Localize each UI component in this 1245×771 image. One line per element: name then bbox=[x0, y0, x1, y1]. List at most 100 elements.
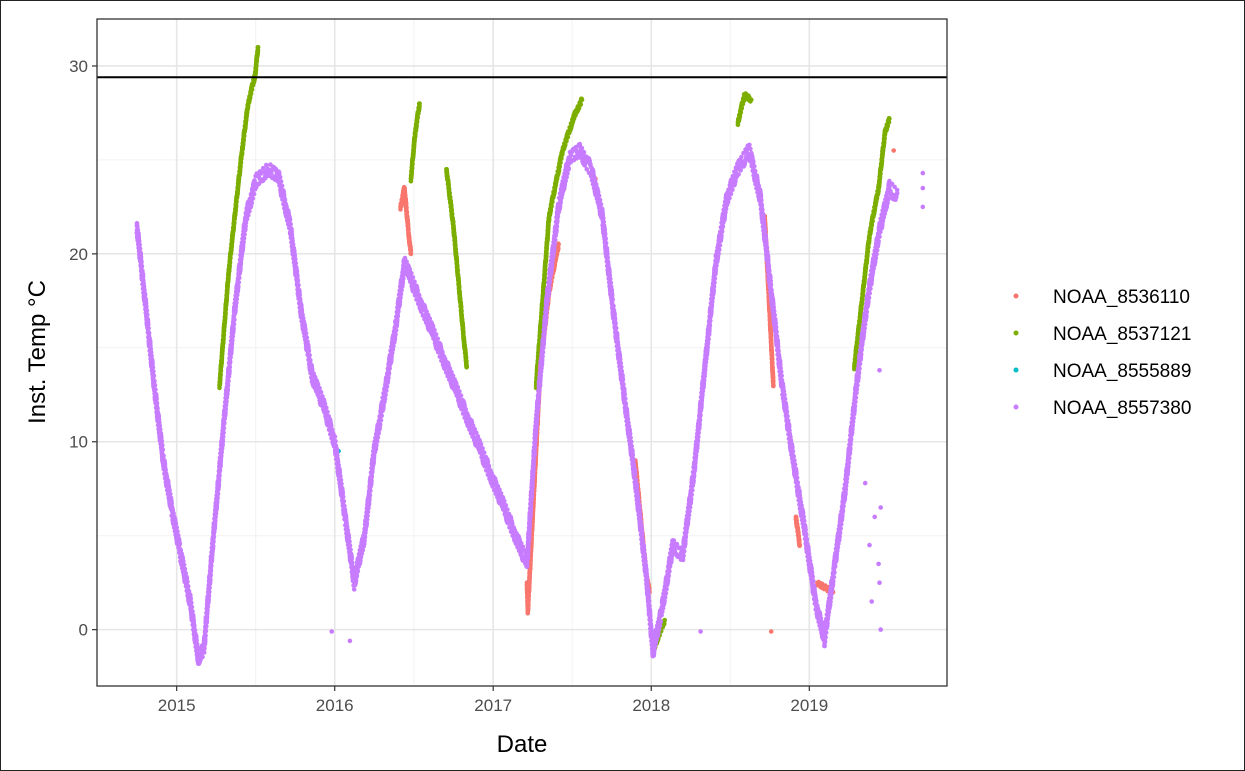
data-point bbox=[279, 183, 285, 189]
data-point bbox=[208, 568, 214, 573]
data-point bbox=[232, 317, 237, 323]
data-point bbox=[227, 360, 233, 365]
data-point bbox=[240, 142, 246, 147]
data-point bbox=[154, 401, 160, 406]
data-point bbox=[293, 256, 298, 262]
data-point bbox=[882, 135, 887, 141]
data-point bbox=[226, 378, 231, 384]
series-NOAA_8537121 bbox=[217, 44, 892, 650]
data-point bbox=[233, 203, 239, 209]
data-point bbox=[406, 226, 411, 231]
data-point bbox=[236, 284, 241, 290]
data-point bbox=[238, 160, 244, 165]
data-point bbox=[189, 600, 194, 605]
data-point bbox=[155, 405, 160, 411]
data-point bbox=[277, 174, 283, 180]
data-point bbox=[769, 356, 775, 362]
data-point bbox=[250, 196, 256, 201]
data-point bbox=[410, 161, 415, 167]
data-point bbox=[211, 539, 216, 544]
data-point bbox=[322, 401, 328, 407]
data-point bbox=[770, 361, 775, 366]
data-point bbox=[151, 369, 156, 374]
data-point bbox=[333, 438, 338, 444]
data-point bbox=[464, 359, 469, 364]
data-point bbox=[308, 357, 313, 363]
data-point bbox=[217, 377, 223, 382]
data-point bbox=[222, 421, 227, 426]
data-point bbox=[249, 87, 255, 92]
data-point bbox=[231, 326, 236, 331]
data-point bbox=[241, 235, 247, 241]
data-point bbox=[287, 217, 293, 222]
data-point bbox=[770, 365, 775, 370]
data-point bbox=[207, 589, 212, 595]
data-point bbox=[797, 537, 802, 543]
data-point bbox=[209, 563, 214, 569]
data-point bbox=[234, 199, 239, 205]
data-point bbox=[408, 251, 414, 257]
data-point bbox=[203, 633, 208, 638]
data-point bbox=[865, 253, 870, 258]
data-point bbox=[145, 312, 150, 318]
data-point bbox=[249, 200, 255, 206]
data-point bbox=[340, 490, 346, 495]
data-point bbox=[459, 308, 464, 314]
data-point bbox=[182, 566, 188, 572]
data-point bbox=[136, 238, 142, 244]
data-point bbox=[238, 164, 243, 169]
data-point bbox=[304, 335, 310, 340]
data-point bbox=[227, 264, 232, 270]
data-point bbox=[409, 166, 415, 171]
data-point bbox=[455, 263, 460, 269]
data-point bbox=[143, 300, 149, 305]
data-point bbox=[241, 133, 247, 139]
data-point bbox=[347, 543, 353, 548]
data-point bbox=[542, 271, 548, 277]
data-point bbox=[414, 119, 420, 125]
data-point bbox=[278, 179, 284, 184]
data-point bbox=[201, 650, 207, 655]
data-point bbox=[293, 260, 299, 266]
data-point bbox=[464, 364, 470, 369]
data-point bbox=[152, 383, 158, 388]
data-point bbox=[865, 249, 871, 254]
data-point bbox=[579, 97, 585, 103]
data-point bbox=[770, 378, 776, 383]
data-point bbox=[339, 481, 344, 487]
data-point bbox=[332, 434, 338, 440]
data-point bbox=[242, 231, 247, 237]
data-point bbox=[351, 587, 357, 592]
data-point bbox=[276, 170, 282, 176]
data-point bbox=[200, 654, 205, 660]
data-point bbox=[223, 311, 228, 317]
data-point bbox=[137, 242, 142, 247]
data-point bbox=[292, 252, 298, 258]
data-point bbox=[338, 477, 344, 483]
data-point bbox=[228, 255, 233, 261]
data-point bbox=[526, 593, 531, 599]
data-point bbox=[146, 325, 151, 331]
data-point bbox=[181, 558, 186, 564]
data-point bbox=[307, 353, 312, 358]
data-point bbox=[891, 148, 896, 153]
data-point bbox=[238, 261, 244, 267]
data-point bbox=[160, 443, 165, 448]
data-point bbox=[877, 175, 883, 181]
data-point bbox=[221, 328, 227, 334]
data-point bbox=[236, 280, 242, 285]
data-point bbox=[456, 285, 462, 290]
data-point bbox=[174, 525, 179, 530]
data-point bbox=[208, 572, 213, 578]
data-point bbox=[303, 327, 308, 332]
data-point bbox=[241, 138, 246, 143]
data-point bbox=[220, 434, 226, 440]
data-point bbox=[237, 275, 242, 281]
data-point bbox=[295, 278, 301, 283]
data-point bbox=[866, 245, 871, 250]
data-point bbox=[306, 348, 312, 353]
data-point bbox=[544, 246, 549, 252]
data-point bbox=[415, 115, 421, 120]
data-point bbox=[223, 307, 229, 312]
data-point bbox=[449, 207, 455, 212]
